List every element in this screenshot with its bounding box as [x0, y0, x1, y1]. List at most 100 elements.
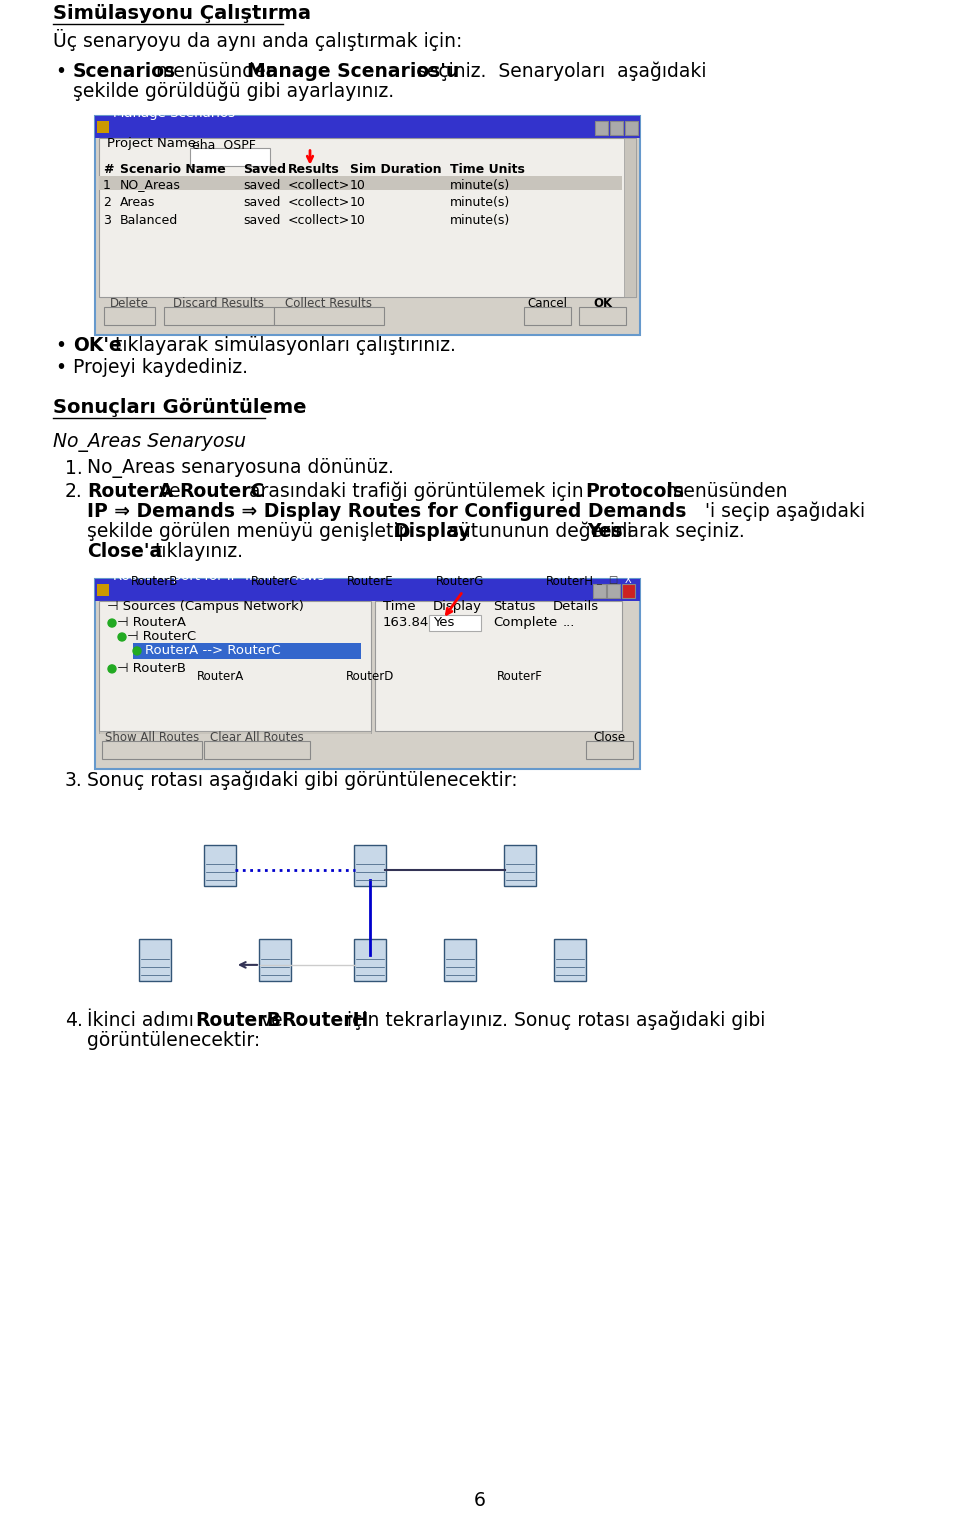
Text: No_Areas Senaryosu: No_Areas Senaryosu: [53, 432, 246, 452]
Text: Close'a: Close'a: [86, 543, 162, 561]
Text: 4.: 4.: [64, 1010, 83, 1030]
Text: Areas: Areas: [120, 196, 156, 210]
Text: •: •: [55, 357, 66, 377]
Text: Yes: Yes: [587, 522, 622, 541]
Text: ...: ...: [563, 616, 575, 630]
Text: Manage Scenarios'u: Manage Scenarios'u: [247, 62, 459, 81]
Bar: [99, 730, 371, 739]
Bar: [95, 580, 640, 601]
Text: RouterA: RouterA: [86, 482, 173, 502]
Text: Clear All Routes: Clear All Routes: [210, 730, 304, 744]
Bar: [554, 940, 586, 981]
Bar: [259, 940, 291, 981]
Text: sütununun değerini: sütununun değerini: [449, 522, 632, 541]
Bar: [444, 940, 476, 981]
Bar: [190, 148, 270, 166]
Text: Close: Close: [593, 730, 626, 744]
Bar: [99, 601, 371, 730]
Text: ve: ve: [158, 482, 181, 502]
Text: Complete: Complete: [493, 616, 557, 630]
Text: _: _: [596, 575, 601, 586]
Text: saved: saved: [243, 178, 280, 192]
Bar: [610, 120, 623, 135]
Bar: [504, 844, 536, 887]
Bar: [99, 175, 622, 190]
Text: RouterG: RouterG: [436, 575, 484, 589]
Text: 10: 10: [350, 178, 366, 192]
Text: 10: 10: [350, 196, 366, 210]
Text: tıklayarak simülasyonları çalıştırınız.: tıklayarak simülasyonları çalıştırınız.: [115, 336, 456, 354]
Text: Projeyi kaydediniz.: Projeyi kaydediniz.: [73, 357, 248, 377]
Text: şekilde görülen menüyü genişletip: şekilde görülen menüyü genişletip: [86, 522, 410, 541]
Text: 2: 2: [103, 196, 110, 210]
Bar: [375, 601, 622, 730]
Text: eha  OSPF: eha OSPF: [192, 138, 256, 152]
Circle shape: [133, 646, 141, 656]
Bar: [354, 844, 386, 887]
Text: RouterC: RouterC: [252, 575, 299, 589]
Text: No_Areas senaryosuna dönünüz.: No_Areas senaryosuna dönünüz.: [86, 458, 394, 478]
Bar: [99, 300, 636, 330]
Text: ⊣ RouterA: ⊣ RouterA: [117, 616, 186, 630]
Text: saved: saved: [243, 214, 280, 227]
Text: İkinci adımı: İkinci adımı: [86, 1010, 194, 1030]
Text: <collect>: <collect>: [288, 196, 350, 210]
Text: minute(s): minute(s): [450, 178, 511, 192]
Text: RouterA: RouterA: [197, 671, 244, 683]
Text: menüsünden: menüsünden: [155, 62, 277, 81]
Text: olarak seçiniz.: olarak seçiniz.: [611, 522, 745, 541]
Text: menüsünden: menüsünden: [664, 482, 787, 502]
Circle shape: [118, 633, 126, 640]
Bar: [95, 116, 640, 138]
Bar: [625, 120, 638, 135]
Text: Protocols: Protocols: [585, 482, 684, 502]
FancyBboxPatch shape: [164, 307, 274, 325]
Text: <collect>: <collect>: [288, 214, 350, 227]
Text: Time Units: Time Units: [450, 163, 525, 175]
Bar: [99, 138, 636, 297]
FancyBboxPatch shape: [95, 116, 640, 335]
FancyBboxPatch shape: [204, 741, 310, 759]
Text: ⊣ RouterC: ⊣ RouterC: [127, 630, 196, 643]
Circle shape: [108, 619, 116, 627]
Text: Details: Details: [553, 601, 599, 613]
Text: ⊣ Sources (Campus Network): ⊣ Sources (Campus Network): [107, 601, 304, 613]
Text: minute(s): minute(s): [450, 214, 511, 227]
Text: 163.84: 163.84: [383, 616, 429, 630]
Text: için tekrarlayınız. Sonuç rotası aşağıdaki gibi: için tekrarlayınız. Sonuç rotası aşağıda…: [347, 1010, 765, 1030]
Text: RouterB: RouterB: [132, 575, 179, 589]
Text: Balanced: Balanced: [120, 214, 179, 227]
Text: seçiniz.  Senaryoları  aşağıdaki: seçiniz. Senaryoları aşağıdaki: [417, 61, 707, 81]
Text: RouterF: RouterF: [497, 671, 543, 683]
Text: Display: Display: [433, 601, 482, 613]
FancyBboxPatch shape: [104, 307, 155, 325]
Bar: [354, 940, 386, 981]
Text: ⊣ RouterB: ⊣ RouterB: [117, 662, 186, 675]
Text: şekilde görüldüğü gibi ayarlayınız.: şekilde görüldüğü gibi ayarlayınız.: [73, 81, 394, 100]
Text: Time: Time: [383, 601, 416, 613]
Bar: [139, 940, 171, 981]
Text: Saved: Saved: [243, 163, 286, 175]
Bar: [607, 584, 620, 598]
Text: •: •: [55, 336, 66, 354]
Text: Show All Routes: Show All Routes: [105, 730, 199, 744]
Text: saved: saved: [243, 196, 280, 210]
Text: Sim Duration: Sim Duration: [350, 163, 442, 175]
Bar: [593, 584, 606, 598]
Text: minute(s): minute(s): [450, 196, 511, 210]
Text: Route Report for IP Traffic Flows: Route Report for IP Traffic Flows: [113, 570, 324, 583]
Text: 3: 3: [103, 214, 110, 227]
Text: Status: Status: [493, 601, 536, 613]
Text: Üç senaryoyu da aynı anda çalıştırmak için:: Üç senaryoyu da aynı anda çalıştırmak iç…: [53, 29, 462, 52]
Text: Scenario Name: Scenario Name: [120, 163, 226, 175]
Text: tıklayınız.: tıklayınız.: [155, 543, 244, 561]
Text: RouterA --> RouterC: RouterA --> RouterC: [145, 643, 280, 657]
Text: RouterE: RouterE: [347, 575, 394, 589]
FancyBboxPatch shape: [586, 741, 633, 759]
FancyBboxPatch shape: [95, 580, 640, 768]
Text: Results: Results: [288, 163, 340, 175]
Text: Sonuç rotası aşağıdaki gibi görüntülenecektir:: Sonuç rotası aşağıdaki gibi görüntülenec…: [86, 771, 517, 791]
Text: NO_Areas: NO_Areas: [120, 178, 180, 192]
Bar: [99, 733, 636, 764]
Text: Yes: Yes: [433, 616, 454, 630]
